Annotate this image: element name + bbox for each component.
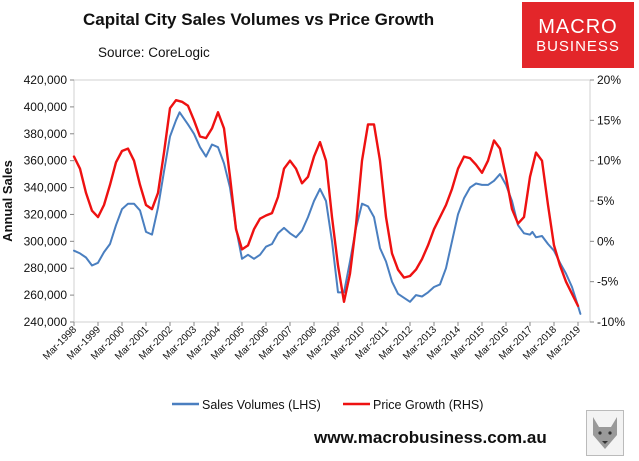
y-right-tick-label: 20% bbox=[597, 73, 621, 87]
y-left-tick-label: 380,000 bbox=[24, 127, 68, 141]
y-left-tick-label: 280,000 bbox=[24, 261, 68, 275]
y-left-tick-label: 400,000 bbox=[24, 100, 68, 114]
y-left-tick-label: 340,000 bbox=[24, 181, 68, 195]
y-left-tick-label: 420,000 bbox=[24, 73, 68, 87]
brand-logo: MACRO BUSINESS bbox=[522, 2, 634, 68]
y-left-tick-label: 360,000 bbox=[24, 154, 68, 168]
y-left-tick-label: 260,000 bbox=[24, 288, 68, 302]
y-right-tick-label: 5% bbox=[597, 194, 615, 208]
y-right-tick-label: -10% bbox=[597, 315, 625, 329]
y-left-tick-label: 240,000 bbox=[24, 315, 68, 329]
y-left-tick-label: 320,000 bbox=[24, 207, 68, 221]
brand-logo-line2: BUSINESS bbox=[536, 37, 620, 55]
sales-volume-line bbox=[73, 111, 582, 315]
chart-title: Capital City Sales Volumes vs Price Grow… bbox=[83, 10, 435, 29]
website-link[interactable]: www.macrobusiness.com.au bbox=[314, 428, 547, 447]
y-right-tick-label: -5% bbox=[597, 275, 619, 289]
price-growth-line bbox=[72, 99, 580, 308]
legend: Sales Volumes (LHS) Price Growth (RHS) bbox=[172, 398, 483, 412]
y-right-tick-label: 0% bbox=[597, 234, 615, 248]
y-right-tick-label: 15% bbox=[597, 113, 621, 127]
legend-label-price: Price Growth (RHS) bbox=[373, 398, 483, 412]
legend-label-sales: Sales Volumes (LHS) bbox=[202, 398, 321, 412]
y-left-tick-label: 300,000 bbox=[24, 234, 68, 248]
y-axis-label-left: Annual Sales bbox=[0, 160, 15, 242]
source-note: Source: CoreLogic bbox=[98, 45, 210, 60]
y-right-tick-label: 10% bbox=[597, 154, 621, 168]
wolf-logo-icon bbox=[586, 410, 624, 456]
brand-logo-line1: MACRO bbox=[538, 15, 618, 38]
